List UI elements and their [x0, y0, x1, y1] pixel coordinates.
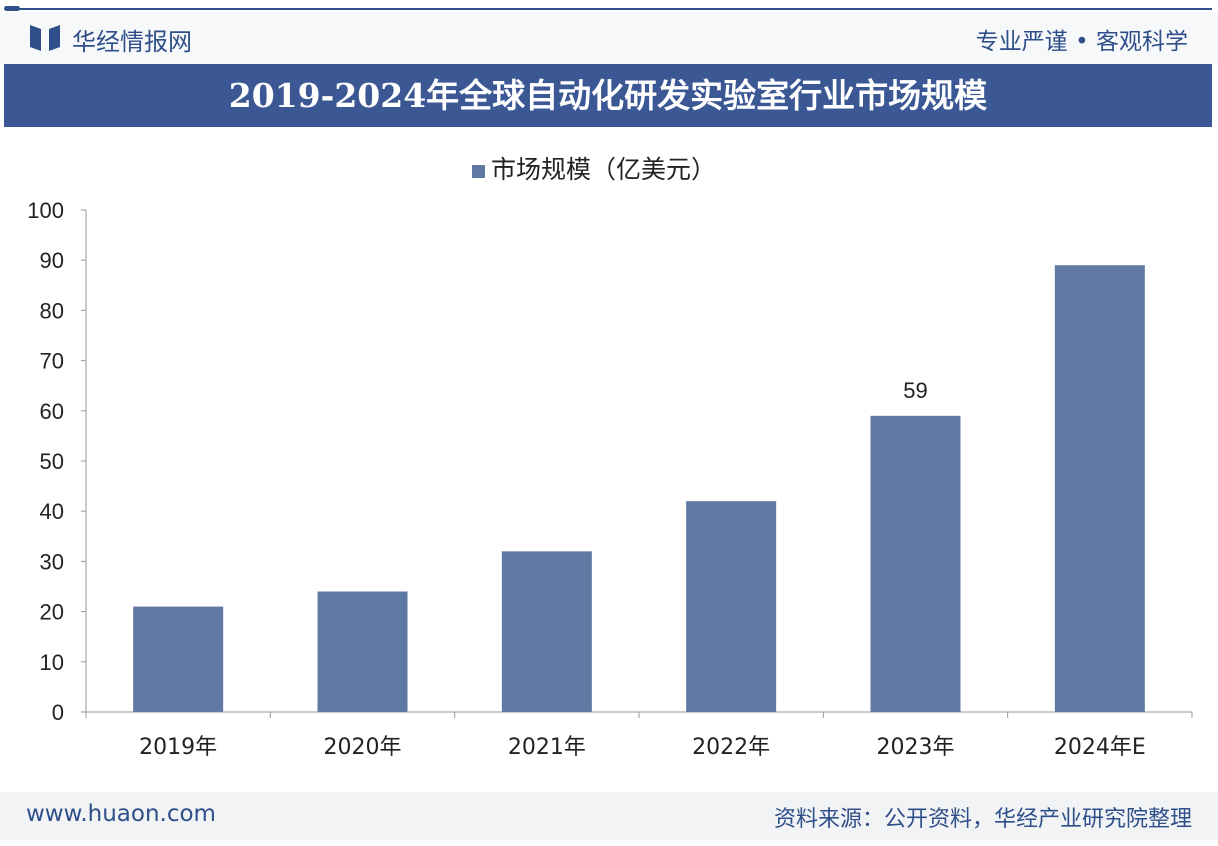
bar: [317, 591, 408, 712]
source-note: 资料来源：公开资料，华经产业研究院整理: [773, 807, 1192, 832]
data-label: 59: [903, 378, 927, 403]
legend-label: 市场规模（亿美元）: [491, 155, 717, 184]
bar: [1054, 265, 1145, 712]
y-tick-label: 60: [40, 399, 64, 424]
x-tick-label: 2021年: [508, 735, 586, 760]
bar: [133, 606, 224, 712]
x-tick-label: 2024年E: [1054, 735, 1146, 760]
y-tick-label: 40: [40, 499, 64, 524]
bar: [501, 551, 592, 712]
y-tick-label: 80: [40, 298, 64, 323]
y-tick-label: 0: [52, 700, 64, 725]
bar: [870, 415, 961, 712]
y-tick-label: 70: [40, 349, 64, 374]
y-tick-label: 50: [40, 449, 64, 474]
bar: [686, 501, 777, 712]
brand-name: 华经情报网: [72, 28, 192, 56]
website-url[interactable]: www.huaon.com: [26, 801, 216, 827]
y-tick-label: 20: [40, 600, 64, 625]
slogan: 专业严谨 • 客观科学: [975, 29, 1188, 55]
y-tick-label: 10: [40, 650, 64, 675]
top-rule-dot: [4, 6, 20, 11]
x-tick-label: 2022年: [692, 735, 770, 760]
y-tick-label: 100: [27, 198, 64, 223]
x-tick-label: 2019年: [139, 735, 217, 760]
x-tick-label: 2020年: [324, 735, 402, 760]
header: [0, 12, 1218, 64]
x-tick-label: 2023年: [877, 735, 955, 760]
y-tick-label: 30: [40, 549, 64, 574]
legend: 市场规模（亿美元）: [472, 150, 716, 186]
y-tick-label: 90: [40, 248, 64, 273]
logo-icon: [30, 25, 60, 51]
footer: [0, 792, 1218, 840]
chart-title: 2019-2024年全球自动化研发实验室行业市场规模: [4, 64, 1212, 127]
top-rule: [6, 8, 1212, 10]
legend-swatch: [472, 165, 485, 178]
